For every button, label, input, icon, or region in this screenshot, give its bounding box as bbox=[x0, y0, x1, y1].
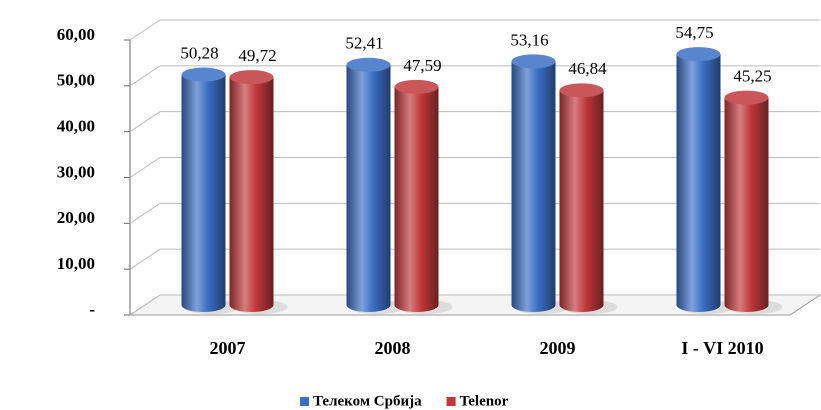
value-label: 46,84 bbox=[568, 59, 607, 78]
value-label: 54,75 bbox=[675, 23, 713, 42]
value-label: 45,25 bbox=[733, 67, 771, 86]
value-label: 52,41 bbox=[345, 34, 383, 53]
y-tick-label: 10,00 bbox=[57, 254, 95, 273]
y-tick-label: 50,00 bbox=[57, 71, 95, 90]
bar-top bbox=[511, 54, 556, 69]
y-tick-label: - bbox=[89, 300, 95, 319]
value-label: 47,59 bbox=[403, 56, 441, 75]
y-tick-label: 40,00 bbox=[57, 117, 95, 136]
x-tick-label: 2007 bbox=[210, 338, 246, 358]
y-tick-label: 20,00 bbox=[57, 208, 95, 227]
bar bbox=[181, 74, 226, 312]
bar-top bbox=[181, 67, 226, 82]
bar-top bbox=[559, 83, 604, 98]
bar-top bbox=[346, 57, 391, 72]
legend-swatch bbox=[300, 397, 309, 406]
x-tick-label: 2008 bbox=[375, 338, 411, 358]
legend-swatch bbox=[446, 397, 456, 406]
x-tick-label: 2009 bbox=[540, 338, 576, 358]
y-tick-label: 60,00 bbox=[57, 25, 95, 44]
bar bbox=[559, 90, 604, 312]
legend-label: Телеком Србија bbox=[313, 393, 422, 409]
value-label: 50,28 bbox=[180, 43, 218, 62]
bar bbox=[394, 86, 439, 312]
legend-label: Telenor bbox=[460, 393, 509, 409]
value-label: 49,72 bbox=[238, 46, 276, 65]
bar-top bbox=[229, 70, 274, 85]
bar-top bbox=[394, 79, 439, 94]
bar-top bbox=[676, 47, 721, 62]
bar-top bbox=[724, 90, 769, 105]
bar bbox=[676, 54, 721, 312]
bar bbox=[511, 61, 556, 312]
bar bbox=[229, 77, 274, 312]
y-tick-label: 30,00 bbox=[57, 162, 95, 181]
bar bbox=[724, 97, 769, 313]
grid-line bbox=[129, 19, 820, 41]
bar bbox=[346, 64, 391, 312]
x-tick-label: I - VI 2010 bbox=[681, 338, 763, 358]
value-label: 53,16 bbox=[510, 30, 548, 49]
grid-line bbox=[129, 65, 820, 87]
